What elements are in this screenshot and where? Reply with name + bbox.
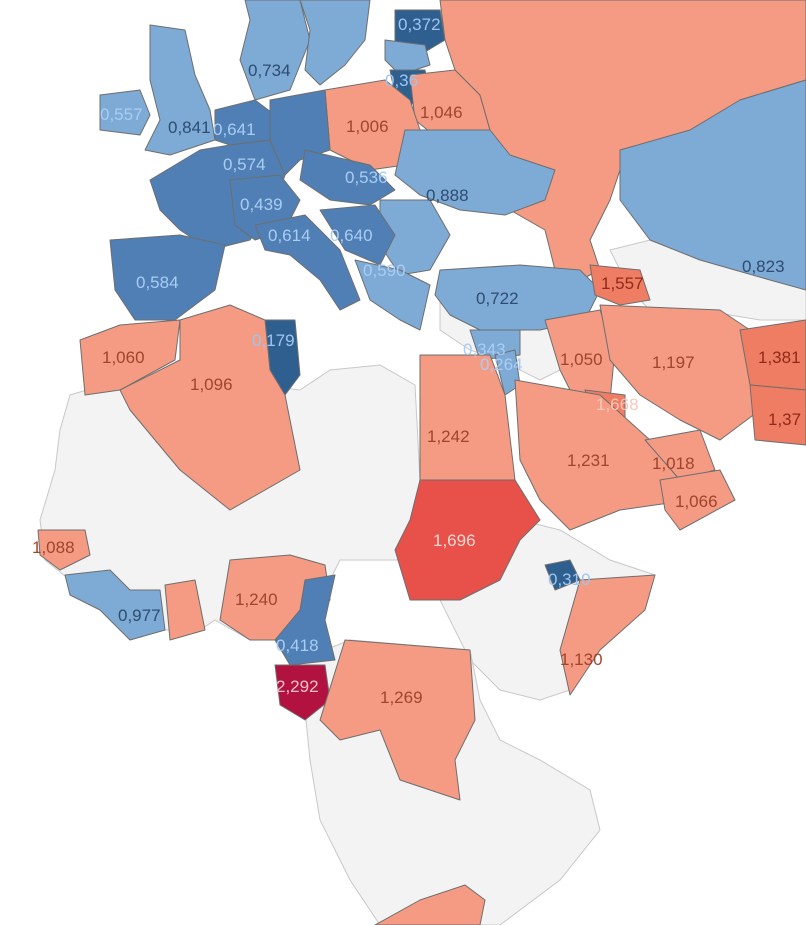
region-value-label: 0,418 <box>276 636 319 655</box>
region-value-label: 0,372 <box>398 15 441 34</box>
region-value-label: 1,381 <box>758 348 801 367</box>
region-value-label: 1,050 <box>560 350 603 369</box>
region-value-label: 0,823 <box>742 257 785 276</box>
region-value-label: 0,536 <box>345 168 388 187</box>
country-shape <box>514 379 691 531</box>
country-shape <box>274 574 336 666</box>
country-shape <box>64 569 166 641</box>
region-value-label: 0,614 <box>268 226 311 245</box>
region-value-label: 0,640 <box>330 226 373 245</box>
country-shape <box>319 639 476 801</box>
country-shapes <box>37 0 806 925</box>
region-value-label: 0,584 <box>136 273 179 292</box>
region-value-label: 1,060 <box>102 348 145 367</box>
region-value-label: 1,269 <box>380 688 423 707</box>
region-value-label: 1,197 <box>652 353 695 372</box>
region-value-label: 0,841 <box>168 118 211 137</box>
region-value-label: 0,36 <box>385 71 418 90</box>
region-value-label: 1,37 <box>768 410 801 429</box>
country-shape <box>109 234 226 321</box>
region-value-label: 1,231 <box>567 451 610 470</box>
region-value-label: 1,240 <box>235 590 278 609</box>
region-value-label: 0,557 <box>100 105 143 124</box>
region-value-label: 0,310 <box>548 570 591 589</box>
region-value-label: 0,734 <box>248 61 291 80</box>
region-value-label: 0,264 <box>480 355 523 374</box>
region-value-label: 0,888 <box>426 186 469 205</box>
region-value-label: 0,590 <box>363 261 406 280</box>
region-value-label: 0,574 <box>223 155 266 174</box>
country-shape <box>394 129 556 216</box>
country-shape <box>394 479 541 601</box>
country-shape <box>589 264 651 306</box>
region-value-label: 1,088 <box>32 538 75 557</box>
country-shape <box>374 884 486 925</box>
country-shape <box>274 664 331 721</box>
country-shape <box>164 579 206 641</box>
region-value-label: 0,179 <box>252 331 295 350</box>
region-value-label: 0,977 <box>118 606 161 625</box>
country-shape <box>79 319 181 396</box>
country-shape <box>749 384 806 446</box>
region-value-label: 1,668 <box>596 395 639 414</box>
country-shape <box>144 24 216 156</box>
country-shape <box>354 259 431 331</box>
region-value-label: 1,242 <box>427 427 470 446</box>
region-value-label: 1,557 <box>601 274 644 293</box>
region-value-label: 0,439 <box>240 195 283 214</box>
region-value-label: 1,130 <box>560 650 603 669</box>
country-shape <box>239 0 311 101</box>
region-value-label: 1,018 <box>652 454 695 473</box>
region-value-label: 0,722 <box>476 289 519 308</box>
country-shape <box>644 429 716 481</box>
country-shape <box>599 304 761 441</box>
country-shape <box>99 89 151 136</box>
country-shape <box>119 304 301 511</box>
value-labels: 0,372 0,734 0,36 1,046 0,557 0,841 0,641… <box>32 15 801 707</box>
region-value-label: 2,292 <box>276 677 319 696</box>
country-shape <box>254 214 361 311</box>
country-shape <box>37 529 91 571</box>
country-shape <box>319 204 396 266</box>
region-value-label: 0,641 <box>213 120 256 139</box>
country-shape <box>659 469 736 531</box>
region-value-label: 1,066 <box>675 492 718 511</box>
region-value-label: 1,096 <box>190 375 233 394</box>
country-shape <box>619 79 806 291</box>
region-value-label: 0,343 <box>463 340 506 359</box>
country-shape <box>739 319 806 391</box>
country-shape <box>419 354 516 481</box>
region-value-label: 1,696 <box>433 531 476 550</box>
region-value-label: 1,006 <box>346 117 389 136</box>
region-value-label: 1,046 <box>420 103 463 122</box>
country-shape <box>299 0 371 86</box>
country-shape <box>559 574 656 696</box>
